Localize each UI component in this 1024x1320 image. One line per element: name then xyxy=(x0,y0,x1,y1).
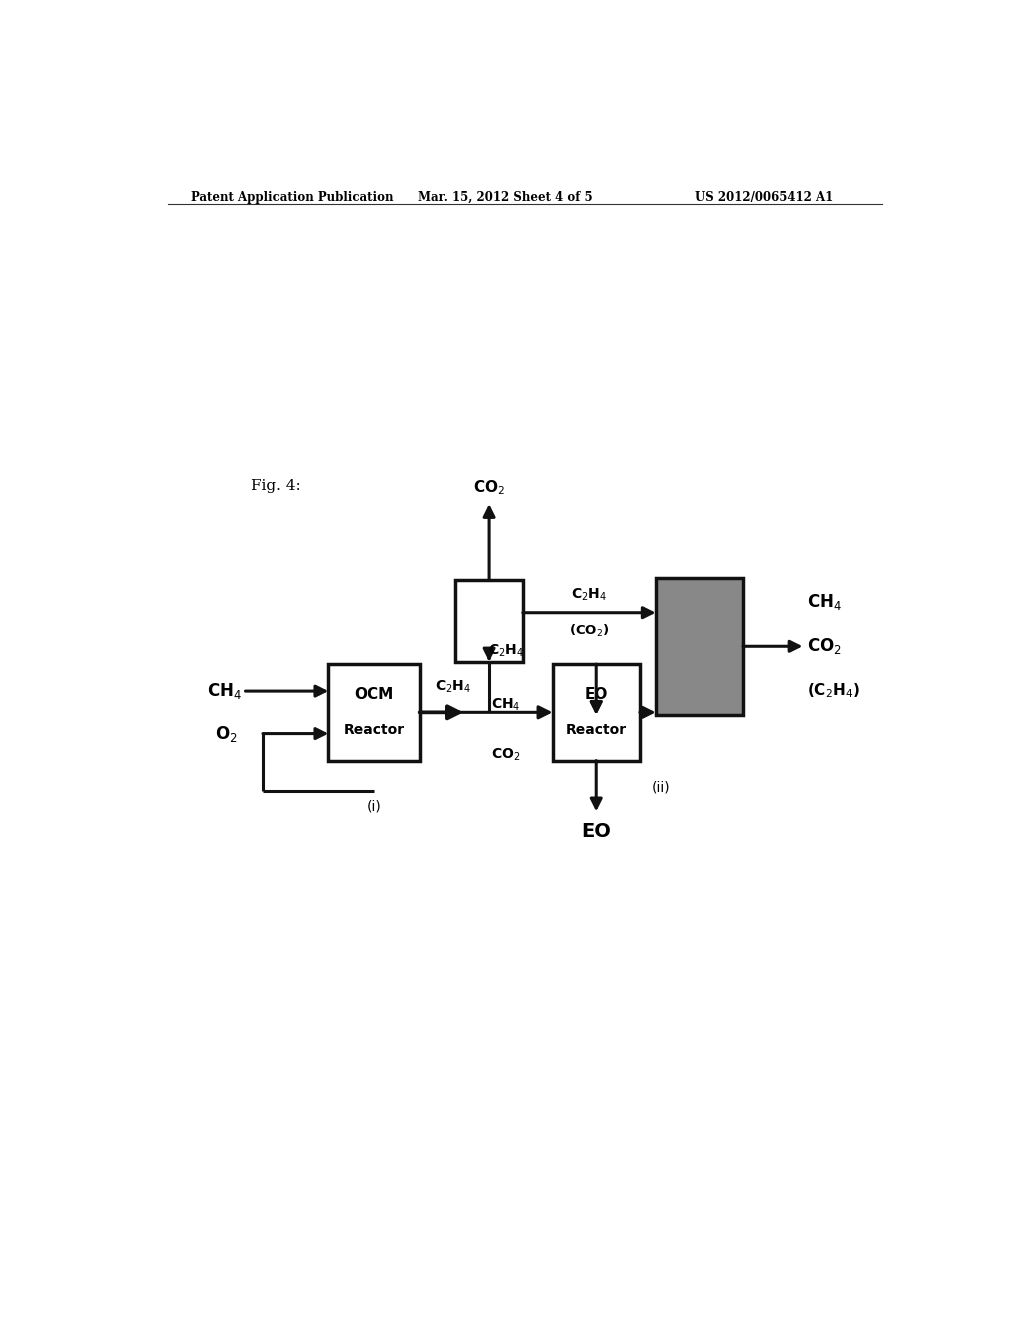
Text: CH$_4$: CH$_4$ xyxy=(207,681,243,701)
Text: O$_2$: O$_2$ xyxy=(215,723,238,743)
Text: Patent Application Publication: Patent Application Publication xyxy=(191,191,394,203)
FancyBboxPatch shape xyxy=(456,581,523,661)
Text: EO: EO xyxy=(585,688,608,702)
FancyBboxPatch shape xyxy=(329,664,420,760)
Text: (CO$_2$): (CO$_2$) xyxy=(569,623,609,639)
Text: Fig. 4:: Fig. 4: xyxy=(251,479,301,492)
Text: US 2012/0065412 A1: US 2012/0065412 A1 xyxy=(695,191,834,203)
Text: (i): (i) xyxy=(367,799,381,813)
FancyBboxPatch shape xyxy=(553,664,640,760)
FancyBboxPatch shape xyxy=(655,578,743,715)
Text: EO: EO xyxy=(582,821,611,841)
Text: CO$_2$: CO$_2$ xyxy=(492,746,520,763)
Text: Mar. 15, 2012 Sheet 4 of 5: Mar. 15, 2012 Sheet 4 of 5 xyxy=(418,191,592,203)
Text: C$_2$H$_4$: C$_2$H$_4$ xyxy=(571,586,607,602)
Text: C$_2$H$_4$: C$_2$H$_4$ xyxy=(435,678,471,696)
Text: CO$_2$: CO$_2$ xyxy=(473,478,505,496)
Text: (ii): (ii) xyxy=(652,781,671,795)
Text: Reactor: Reactor xyxy=(343,723,404,737)
Text: C$_2$H$_4$: C$_2$H$_4$ xyxy=(487,643,524,659)
Text: CO$_2$: CO$_2$ xyxy=(807,636,842,656)
Text: Reactor: Reactor xyxy=(565,723,627,737)
Text: OCM: OCM xyxy=(354,688,393,702)
Text: CH$_4$: CH$_4$ xyxy=(807,593,842,612)
Text: (C$_2$H$_4$): (C$_2$H$_4$) xyxy=(807,681,860,700)
Text: CH$_4$: CH$_4$ xyxy=(492,697,520,713)
